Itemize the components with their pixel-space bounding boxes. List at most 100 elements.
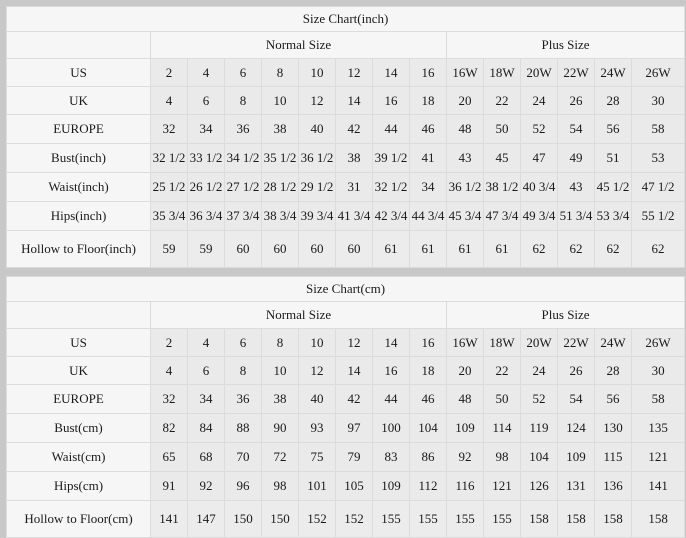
group-normal-size: Normal Size [150,301,447,329]
cell: 54 [557,384,595,414]
cell: 104 [520,442,558,472]
cell: 53 [630,143,686,173]
cell: 136 [594,471,632,501]
cell: 32 [150,384,188,414]
cell: 52 [520,114,558,144]
cell: 155 [372,500,410,538]
cell: 86 [409,442,447,472]
cell: 60 [261,230,299,268]
cell: 112 [409,471,447,501]
cell: 33 1/2 [187,143,225,173]
cell: 100 [372,413,410,443]
cell: 141 [630,471,686,501]
cell: 18W [483,328,521,357]
cell: 30 [630,86,686,115]
cell: 43 [557,172,595,202]
cell: 119 [520,413,558,443]
cell: 6 [224,58,262,87]
cell: 155 [409,500,447,538]
cell: 22W [557,328,595,357]
cell: 36 3/4 [187,201,225,231]
cell: 114 [483,413,521,443]
cell: 59 [187,230,225,268]
cell: 54 [557,114,595,144]
cell: 45 [483,143,521,173]
cell: 32 1/2 [372,172,410,202]
cell: 12 [298,356,336,385]
cell: 22 [483,356,521,385]
cell: 141 [150,500,188,538]
cell: 97 [335,413,373,443]
cell: 28 [594,356,632,385]
title-row: Size Chart(inch) [5,6,686,32]
group-corner-blank [6,31,151,59]
cell: 68 [187,442,225,472]
cell: 58 [630,384,686,414]
group-header-row: Normal Size Plus Size [6,31,686,59]
cell: 20W [520,58,558,87]
row-label-europe: EUROPE [6,114,151,144]
cell: 4 [187,58,225,87]
table-row-waist: Waist(cm) 65 68 70 72 75 79 83 86 92 98 … [6,442,686,472]
cell: 60 [298,230,336,268]
cell: 24 [520,356,558,385]
row-label-bust: Bust(cm) [6,413,151,443]
cell: 16W [446,58,484,87]
cell: 60 [224,230,262,268]
cell: 58 [630,114,686,144]
cell: 34 [409,172,447,202]
cell: 6 [187,86,225,115]
cell: 37 3/4 [224,201,262,231]
cell: 39 1/2 [372,143,410,173]
cell: 62 [594,230,632,268]
cell: 40 [298,384,336,414]
cell: 75 [298,442,336,472]
cell: 72 [261,442,299,472]
cell: 105 [335,471,373,501]
size-chart-inch-body: Size Chart(inch) Normal Size Plus Size U… [5,6,686,268]
cell: 25 1/2 [150,172,188,202]
cell: 4 [150,356,188,385]
table-row-bust: Bust(cm) 82 84 88 90 93 97 100 104 109 1… [6,413,686,443]
cell: 2 [150,58,188,87]
cell: 10 [298,328,336,357]
cell: 155 [446,500,484,538]
cell: 20W [520,328,558,357]
cell: 44 3/4 [409,201,447,231]
title-row: Size Chart(cm) [5,276,686,302]
cell: 24 [520,86,558,115]
table-row-hollow-to-floor: Hollow to Floor(cm) 141 147 150 150 152 … [6,500,686,538]
cell: 41 [409,143,447,173]
cell: 18W [483,58,521,87]
cell: 36 [224,384,262,414]
cell: 27 1/2 [224,172,262,202]
cell: 47 1/2 [630,172,686,202]
group-plus-size: Plus Size [445,301,686,329]
cell: 22W [557,58,595,87]
cell: 36 [224,114,262,144]
cell: 48 [446,384,484,414]
cell: 36 1/2 [298,143,336,173]
cell: 32 1/2 [150,143,188,173]
cell: 121 [483,471,521,501]
cell: 158 [520,500,558,538]
cell: 35 3/4 [150,201,188,231]
cell: 55 1/2 [630,201,686,231]
cell: 152 [298,500,336,538]
cell: 51 3/4 [557,201,595,231]
cell: 35 1/2 [261,143,299,173]
cell: 135 [630,413,686,443]
table-row-waist: Waist(inch) 25 1/2 26 1/2 27 1/2 28 1/2 … [6,172,686,202]
cell: 42 [335,114,373,144]
cell: 8 [224,356,262,385]
cell: 26 [557,86,595,115]
cell: 116 [446,471,484,501]
cell: 47 3/4 [483,201,521,231]
cell: 4 [150,86,188,115]
cell: 92 [446,442,484,472]
table-row-hips: Hips(inch) 35 3/4 36 3/4 37 3/4 38 3/4 3… [6,201,686,231]
cell: 28 1/2 [261,172,299,202]
size-chart-inch-table: Size Chart(inch) Normal Size Plus Size U… [5,6,686,268]
cell: 45 3/4 [446,201,484,231]
